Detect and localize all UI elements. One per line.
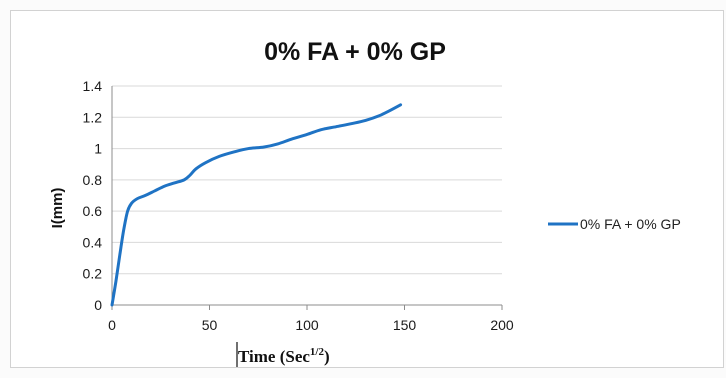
x-tick-label: 200: [490, 317, 514, 333]
x-tick-label: 100: [295, 317, 319, 333]
x-tick-label: 0: [108, 317, 116, 333]
y-tick-label: 1: [94, 141, 102, 157]
series-line-0: [110, 103, 403, 307]
x-axis-label-main: Time (Sec: [238, 347, 310, 366]
chart-axes: [111, 86, 502, 306]
y-tick-label: 0: [94, 297, 102, 313]
x-axis-ticks: 0 50 100 150 200: [108, 305, 514, 333]
y-tick-label: 0.8: [83, 172, 103, 188]
chart-grid: [112, 85, 502, 306]
y-axis-label: I(mm): [49, 188, 66, 229]
legend: 0% FA + 0% GP: [548, 216, 681, 232]
y-tick-label: 0.6: [83, 203, 103, 219]
y-tick-label: 0.2: [83, 266, 103, 282]
x-axis-label-suffix: ): [324, 347, 330, 366]
y-axis-ticks: 0 0.2 0.4 0.6 0.8 1 1.2 1.4: [83, 78, 103, 313]
y-tick-label: 1.4: [83, 78, 103, 94]
chart-area: 0% FA + 0% GP 0 0.2 0.4 0.6 0.8 1 1.2 1.4 0 50 10…: [10, 10, 724, 368]
legend-label-0: 0% FA + 0% GP: [580, 216, 681, 232]
chart-series: [110, 103, 403, 307]
x-tick-label: 50: [202, 317, 218, 333]
x-axis-label-superscript: 1/2: [310, 346, 325, 358]
chart-title: 0% FA + 0% GP: [264, 38, 446, 66]
line-chart: 0% FA + 0% GP 0 0.2 0.4 0.6 0.8 1 1.2 1.4 0 50 10…: [49, 38, 681, 367]
y-tick-label: 1.2: [83, 109, 103, 125]
y-tick-label: 0.4: [83, 234, 103, 250]
x-axis-label: Time (Sec1/2): [238, 346, 330, 366]
x-tick-label: 150: [393, 317, 417, 333]
